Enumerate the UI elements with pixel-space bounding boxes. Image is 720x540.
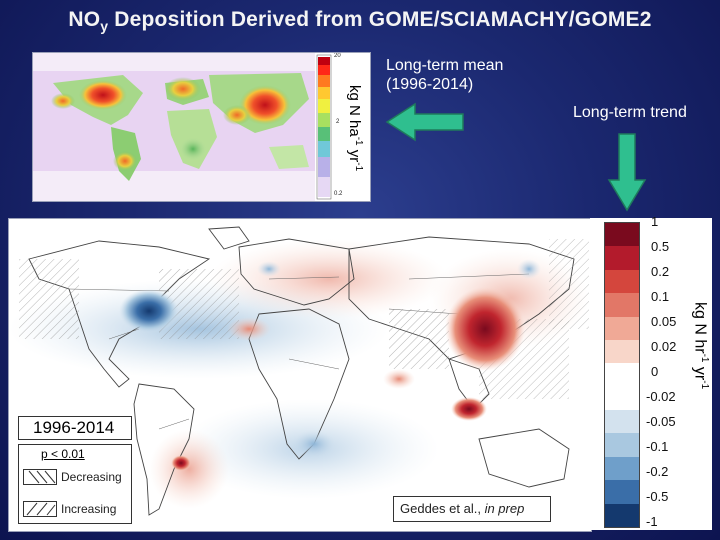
colorbar-tick-label: -0.1 bbox=[646, 439, 669, 454]
citation-box: Geddes et al., in prep bbox=[393, 496, 551, 522]
mean-unit-label: kg N ha-1 yr-1 bbox=[346, 85, 364, 172]
colorbar-tick-label: -0.02 bbox=[646, 389, 676, 404]
mean-label: Long-term mean (1996-2014) bbox=[386, 57, 504, 93]
colorbar-tick-label: -0.5 bbox=[646, 489, 669, 504]
left-arrow-icon bbox=[385, 102, 464, 142]
colorbar-tick-label: -0.2 bbox=[646, 464, 669, 479]
colorbar-segment bbox=[605, 386, 639, 411]
decreasing-hatch-icon bbox=[23, 469, 57, 485]
mean-colorbar-tick: 0.2 bbox=[334, 191, 343, 197]
colorbar-segment bbox=[605, 246, 639, 270]
trend-colorbar bbox=[604, 222, 640, 528]
mean-map-image bbox=[33, 53, 332, 201]
colorbar-tick-label: 0.1 bbox=[651, 289, 670, 304]
colorbar-tick-label: -0.05 bbox=[646, 414, 676, 429]
down-arrow-icon bbox=[607, 133, 647, 212]
citation: Geddes et al., in prep bbox=[400, 501, 525, 516]
colorbar-segment bbox=[605, 293, 639, 317]
colorbar-tick-label: 0.2 bbox=[651, 264, 670, 279]
colorbar-tick-label: 0.05 bbox=[651, 314, 677, 329]
colorbar-segment bbox=[605, 480, 639, 504]
colorbar-tick-label: 0.5 bbox=[651, 239, 670, 254]
trend-label: Long-term trend bbox=[573, 104, 687, 121]
increasing-hatch-icon bbox=[23, 501, 57, 517]
colorbar-segment bbox=[605, 456, 639, 481]
colorbar-segment bbox=[605, 339, 639, 364]
hatch-legend-box: p < 0.01 Decreasing Increasing bbox=[18, 444, 132, 524]
colorbar-segment bbox=[605, 410, 639, 434]
colorbar-segment bbox=[605, 363, 639, 387]
trend-colorbar-panel: kg N hr-1 yr-1 bbox=[590, 218, 712, 530]
colorbar-segment bbox=[605, 223, 639, 247]
trend-deposition-map bbox=[8, 218, 592, 532]
colorbar-segment bbox=[605, 503, 639, 527]
period-label: 1996-2014 bbox=[33, 418, 115, 437]
colorbar-tick-label: 0.02 bbox=[651, 339, 677, 354]
trend-unit-label: kg N hr-1 yr-1 bbox=[691, 302, 710, 390]
colorbar-segment bbox=[605, 316, 639, 340]
colorbar-segment bbox=[605, 269, 639, 294]
colorbar-tick-label: -1 bbox=[646, 514, 658, 529]
page-title: NOy Deposition Derived from GOME/SCIAMAC… bbox=[68, 8, 652, 35]
decreasing-label: Decreasing bbox=[61, 470, 122, 484]
mean-deposition-map: 20 2 0.2 kg N ha-1 yr-1 bbox=[32, 52, 371, 202]
colorbar-segment bbox=[605, 433, 639, 457]
mean-colorbar-tick: 20 bbox=[334, 53, 341, 59]
increasing-label: Increasing bbox=[61, 502, 117, 516]
colorbar-tick-label: 1 bbox=[651, 214, 659, 229]
period-label-box: 1996-2014 bbox=[18, 416, 132, 440]
colorbar-tick-label: 0 bbox=[651, 364, 659, 379]
significance-label: p < 0.01 bbox=[41, 447, 85, 461]
mean-colorbar-tick: 2 bbox=[336, 119, 340, 125]
trend-map-image bbox=[9, 219, 591, 531]
